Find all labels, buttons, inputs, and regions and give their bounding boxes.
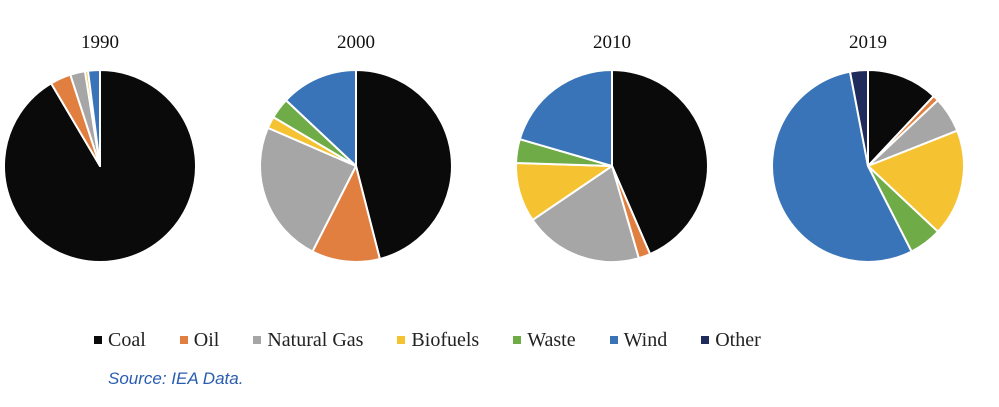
- pie-title: 1990: [81, 32, 119, 53]
- legend-swatch-coal: [94, 336, 102, 344]
- source-note: Source: IEA Data.: [108, 369, 244, 388]
- pie-slice-other: [849, 69, 869, 167]
- pie-slice-coal: [355, 69, 453, 260]
- pie-slice-wind: [771, 70, 913, 263]
- pie-2000: 2000: [259, 32, 453, 263]
- pie-title: 2010: [593, 32, 631, 53]
- legend-label-waste: Waste: [527, 328, 576, 351]
- legend-item-coal: Coal: [94, 329, 146, 352]
- legend-item-oil: Oil: [179, 328, 220, 352]
- pie-title: 2000: [337, 32, 375, 53]
- legend-item-wind: Wind: [609, 328, 668, 352]
- legend-item-natural-gas: Natural Gas: [253, 329, 363, 352]
- pie-2019: 2019: [771, 32, 965, 263]
- legend-label-wind: Wind: [623, 328, 668, 351]
- pie-title: 2019: [849, 32, 887, 53]
- pie-charts: 1990 2000 2010 2019: [3, 32, 965, 263]
- pie-slice-coal: [611, 69, 709, 256]
- legend-swatch-wind: [609, 336, 618, 344]
- legend-swatch-oil: [179, 336, 188, 344]
- legend-swatch-other: [701, 336, 710, 344]
- legend-item-other: Other: [701, 329, 761, 352]
- legend-label-biofuels: Biofuels: [411, 328, 480, 351]
- pie-slice-wind: [86, 69, 101, 167]
- chart-legend: Coal Oil Natural Gas Biofuels Waste Wind…: [94, 328, 761, 352]
- legend-label-coal: Coal: [108, 328, 146, 351]
- pie-slice-natural-gas: [259, 126, 357, 253]
- pie-1990: 1990: [3, 32, 197, 263]
- legend-label-oil: Oil: [193, 328, 220, 351]
- pie-slice-wind: [518, 69, 613, 167]
- pie-slice-natural-gas: [531, 165, 640, 263]
- pie-slice-biofuels: [867, 129, 965, 233]
- pie-slice-wind: [285, 69, 357, 167]
- pie-2010: 2010: [515, 32, 709, 263]
- legend-swatch-waste: [513, 336, 522, 344]
- legend-item-waste: Waste: [513, 328, 576, 352]
- legend-swatch-biofuels: [397, 336, 406, 344]
- pie-slice-coal: [867, 69, 935, 167]
- pie-slice-oil: [311, 165, 381, 263]
- legend-item-biofuels: Biofuels: [397, 329, 479, 352]
- legend-label-natural-gas: Natural Gas: [267, 328, 364, 351]
- legend-label-other: Other: [715, 328, 761, 351]
- legend-swatch-natural-gas: [253, 336, 262, 344]
